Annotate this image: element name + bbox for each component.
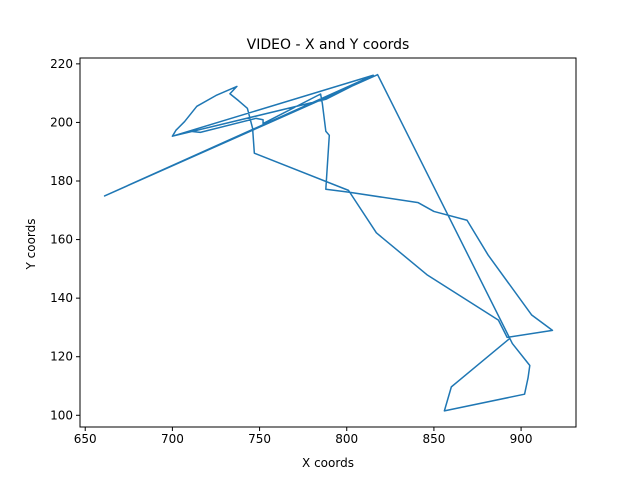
- series-line: [103, 73, 554, 412]
- y-tick-label: 160: [50, 233, 73, 247]
- x-tick-label: 750: [248, 432, 271, 446]
- series-layer: [103, 73, 554, 412]
- x-tick-label: 650: [74, 432, 97, 446]
- x-tick-label: 700: [161, 432, 184, 446]
- y-axis-label: Y coords: [24, 218, 38, 270]
- y-tick-label: 220: [50, 57, 73, 71]
- chart-title: VIDEO - X and Y coords: [247, 37, 410, 53]
- x-tick-label: 900: [510, 432, 533, 446]
- plot-frame: [79, 57, 577, 428]
- y-tick-label: 140: [50, 291, 73, 305]
- y-tick-label: 120: [50, 350, 73, 364]
- y-tick-label: 100: [50, 408, 73, 422]
- x-tick-label: 850: [422, 432, 445, 446]
- y-tick-label: 180: [50, 174, 73, 188]
- x-axis-label: X coords: [302, 456, 354, 470]
- y-tick-label: 200: [50, 115, 73, 129]
- axis-ticks: 650 700 750 800 850 900 100 120 140 160 180 200 220: [50, 57, 532, 446]
- x-tick-label: 800: [335, 432, 358, 446]
